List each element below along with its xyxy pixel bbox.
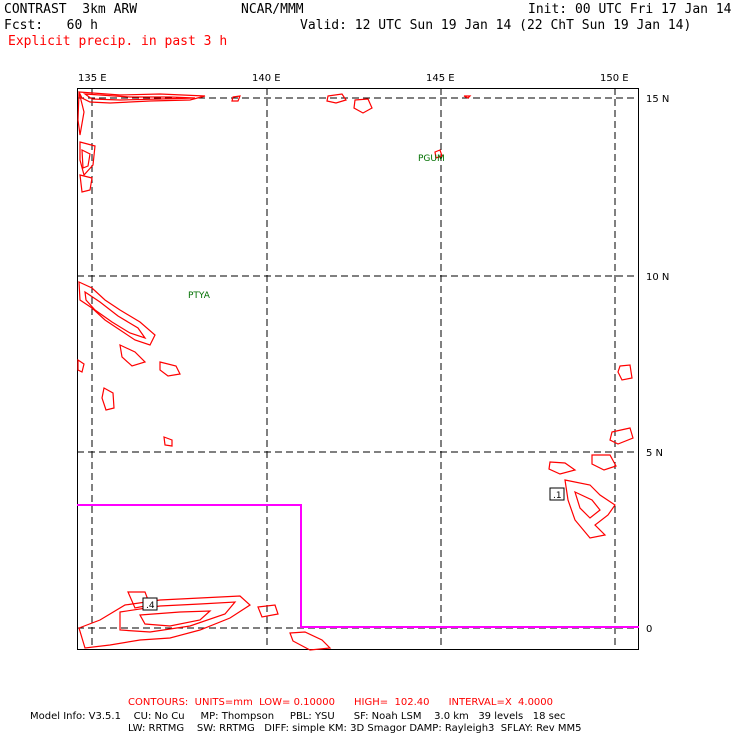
- lon-label-150: 150 E: [600, 73, 629, 84]
- station-pgum: PGUM: [418, 154, 445, 164]
- station-ptya: PTYA: [188, 291, 211, 301]
- lat-label-5n: 5 N: [646, 448, 663, 459]
- contour-western-band: [78, 281, 156, 346]
- lon-label-135: 135 E: [78, 73, 107, 84]
- field-title: Explicit precip. in past 3 h: [8, 34, 228, 49]
- contour-label-1: .4: [146, 601, 155, 611]
- inner-domain-box: [77, 504, 639, 628]
- contour-label-box-1: [142, 597, 158, 611]
- contour-info: CONTOURS: UNITS=mm LOW= 0.10000 HIGH= 10…: [128, 697, 554, 708]
- contour-equatorial-band: [78, 595, 251, 649]
- model-info-line2: LW: RRTMG SW: RRTMG DIFF: simple KM: 3D …: [128, 723, 582, 734]
- center-label: NCAR/MMM: [241, 2, 304, 17]
- lat-label-15n: 15 N: [646, 94, 669, 105]
- contour-north-cell: [326, 93, 347, 104]
- contour-left-edge: [77, 91, 85, 136]
- model-title: CONTRAST 3km ARW: [4, 2, 138, 17]
- map-frame: [77, 88, 639, 650]
- model-info-line1: Model Info: V3.5.1 CU: No Cu MP: Thompso…: [30, 711, 566, 722]
- contour-topleft-band: [77, 91, 206, 104]
- contour-label-box-2: [549, 487, 565, 501]
- grid-lines: [77, 88, 639, 650]
- lat-label-10n: 10 N: [646, 272, 669, 283]
- lon-label-140: 140 E: [252, 73, 281, 84]
- contour-east-cell: [617, 364, 633, 381]
- contour-southeast-band: [564, 479, 616, 539]
- lon-label-145: 145 E: [426, 73, 455, 84]
- valid-time: Valid: 12 UTC Sun 19 Jan 14 (22 ChT Sun …: [300, 18, 692, 33]
- forecast-hour: Fcst: 60 h: [4, 18, 98, 33]
- init-time: Init: 00 UTC Fri 17 Jan 14: [528, 2, 732, 17]
- contour-label-2: .1: [553, 491, 562, 501]
- lat-label-0: 0: [646, 624, 652, 635]
- precip-contours: [77, 91, 634, 651]
